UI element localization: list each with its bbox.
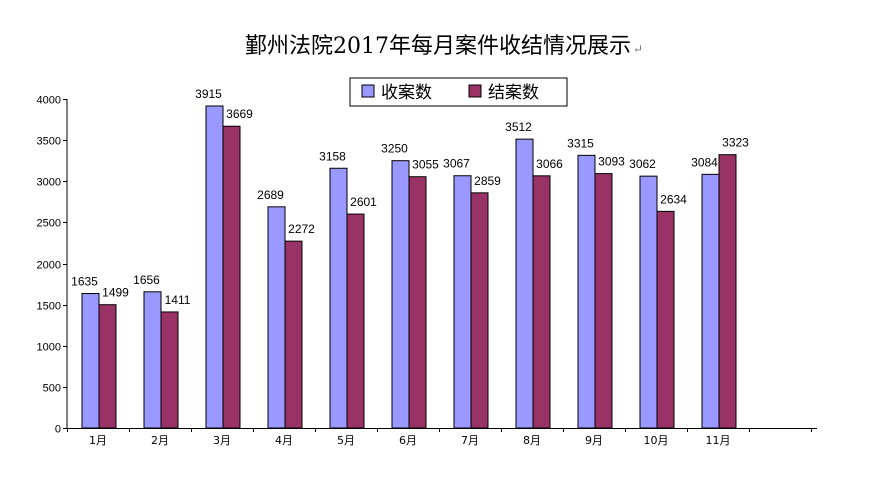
paragraph-mark-icon: ↵ <box>632 42 644 56</box>
bar-closed <box>222 125 241 429</box>
data-label-received: 3062 <box>629 157 656 171</box>
y-tick-label: 3500 <box>37 136 61 148</box>
legend-label-received: 收案数 <box>381 83 432 103</box>
data-label-received: 2689 <box>257 188 284 202</box>
y-tick-label: 2500 <box>37 218 61 230</box>
data-label-received: 1635 <box>71 275 98 289</box>
data-label-closed: 1499 <box>102 286 129 300</box>
y-tick-label: 3000 <box>37 177 61 189</box>
data-label-received: 3084 <box>691 155 718 169</box>
y-tick-label: 2000 <box>37 260 61 272</box>
bar-received <box>267 206 286 429</box>
bar-closed <box>98 304 117 429</box>
x-tick-label: 3月 <box>213 434 231 447</box>
bar-received <box>453 175 472 429</box>
bar-received <box>143 291 162 429</box>
data-label-closed: 2272 <box>288 222 315 236</box>
x-tick-label: 4月 <box>275 434 293 447</box>
data-label-received: 3158 <box>319 149 346 163</box>
bar-closed <box>656 210 675 429</box>
data-label-closed: 3323 <box>722 136 749 150</box>
data-label-closed: 2601 <box>350 195 377 209</box>
x-tick-label: 1月 <box>89 434 107 447</box>
x-tick-label: 9月 <box>585 434 603 447</box>
legend-box <box>349 77 568 107</box>
data-label-closed: 2859 <box>474 174 501 188</box>
x-tick-label: 10月 <box>644 434 669 447</box>
data-label-closed: 2634 <box>660 192 687 206</box>
x-tick-label: 11月 <box>706 434 731 447</box>
y-axis: 0 500 1000 1500 2000 2500 3000 3500 4000 <box>37 95 68 436</box>
bars <box>81 105 737 429</box>
data-label-closed: 3093 <box>598 155 625 169</box>
bar-closed <box>470 192 489 429</box>
bar-closed <box>284 240 303 429</box>
bar-closed <box>160 311 179 429</box>
bar-closed <box>532 175 551 429</box>
y-tick-label: 1000 <box>37 342 61 354</box>
bar-received <box>81 293 100 429</box>
x-tick-label: 7月 <box>461 434 479 447</box>
bar-received <box>639 175 658 429</box>
bar-received <box>515 138 534 429</box>
bar-closed <box>594 173 613 429</box>
chart-title: 鄞州法院2017年每月案件收结情况展示 ↵ <box>0 28 888 60</box>
bar-received <box>577 154 596 429</box>
x-tick-label: 5月 <box>337 434 355 447</box>
y-tick-label: 4000 <box>37 95 61 107</box>
data-labels: 1635 1656 3915 2689 3158 3250 3067 3512 3315 3062… <box>71 87 749 307</box>
legend-swatch-closed <box>468 84 482 98</box>
y-tick-label: 0 <box>55 424 61 436</box>
y-tick-label: 500 <box>43 383 61 395</box>
data-label-closed: 3669 <box>226 107 253 121</box>
data-label-received: 3315 <box>567 136 594 150</box>
bar-received <box>701 173 720 429</box>
legend-swatch-received <box>361 84 375 98</box>
x-axis: 1月 2月 3月 4月 5月 6月 7月 8月 9月 10月 11月 <box>67 428 817 447</box>
data-label-closed: 3066 <box>536 157 563 171</box>
x-tick-label: 8月 <box>523 434 541 447</box>
legend-label-closed: 结案数 <box>488 83 539 103</box>
bar-closed <box>718 154 737 429</box>
bar-closed <box>346 213 365 429</box>
data-label-received: 3512 <box>505 120 532 134</box>
data-label-received: 3067 <box>443 157 470 171</box>
bar-closed <box>408 176 427 429</box>
bar-received <box>205 105 224 429</box>
x-tick-label: 2月 <box>151 434 169 447</box>
data-label-closed: 3055 <box>412 158 439 172</box>
data-label-received: 3250 <box>381 142 408 156</box>
chart-title-text: 鄞州法院2017年每月案件收结情况展示 <box>244 34 631 59</box>
data-label-received: 3915 <box>195 87 222 101</box>
data-label-received: 1656 <box>133 273 160 287</box>
legend: 收案数 结案数 <box>349 77 568 107</box>
bar-received <box>329 167 348 429</box>
data-label-closed: 1411 <box>165 293 191 307</box>
x-tick-label: 6月 <box>399 434 417 447</box>
bar-received <box>391 160 410 429</box>
y-tick-label: 1500 <box>37 301 61 313</box>
